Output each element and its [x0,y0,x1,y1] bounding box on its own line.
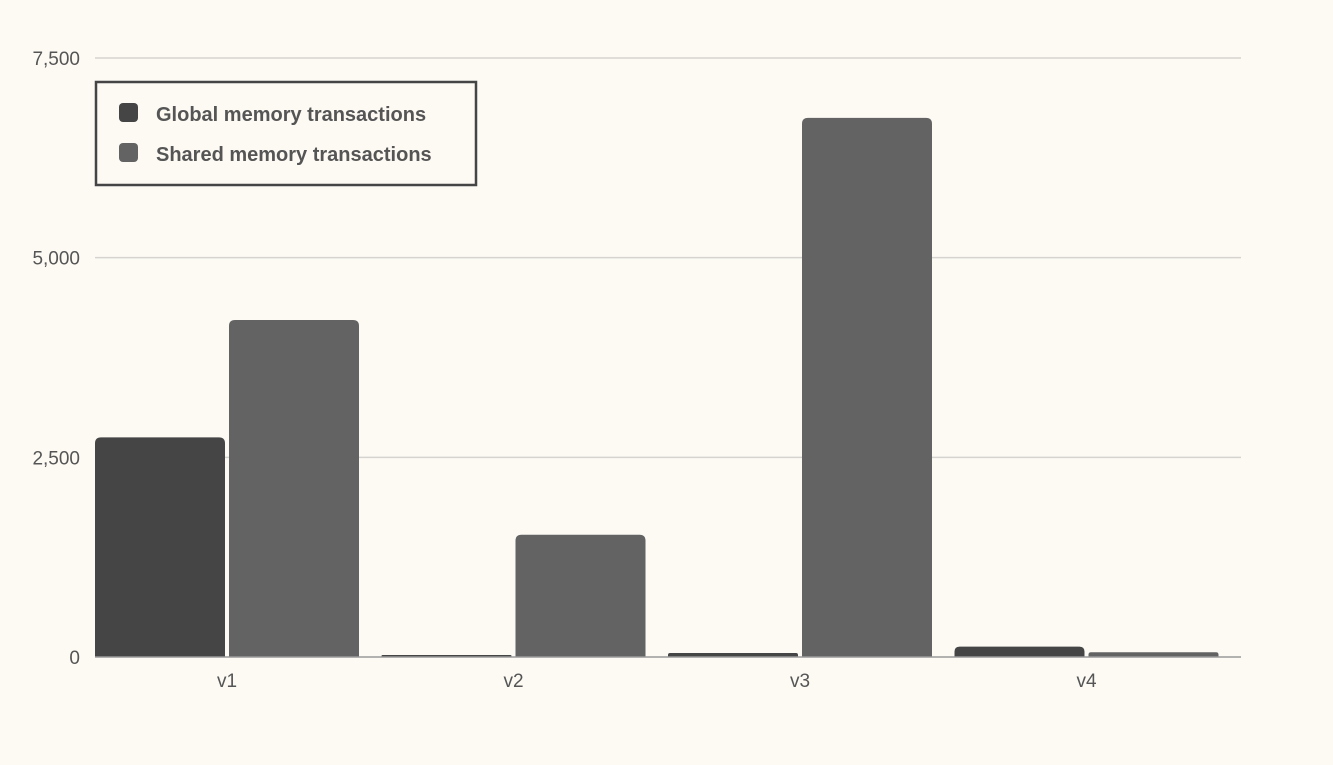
y-tick-label: 5,000 [32,249,80,270]
legend-label: Global memory transactions [156,104,426,126]
y-axis-tick-labels: 0 2,500 5,000 7,500 [32,49,80,669]
bars [95,117,1219,657]
x-tick-label: v2 [503,671,523,692]
legend-box [94,80,478,187]
bar-v3-series-1 [668,653,798,657]
bar-v4-series-2 [1088,652,1219,657]
legend-swatch [119,103,138,122]
legend-swatch [119,143,138,162]
x-axis-tick-labels: v1 v2 v3 v4 [217,671,1097,692]
y-tick-label: 2,500 [32,448,80,469]
x-tick-label: v1 [217,671,237,692]
bar-v1-series-2 [229,319,359,657]
bar-v4-series-1 [954,646,1085,657]
y-tick-label: 7,500 [32,49,80,70]
x-tick-label: v4 [1076,671,1097,692]
bar-v3-series-2 [802,117,932,657]
y-tick-label: 0 [69,648,80,669]
bar-v1-series-1 [95,437,225,657]
bar-v2-series-2 [515,534,646,657]
legend: Global memory transactions Shared memory … [94,80,478,187]
legend-label: Shared memory transactions [156,144,432,166]
x-tick-label: v3 [790,671,810,692]
